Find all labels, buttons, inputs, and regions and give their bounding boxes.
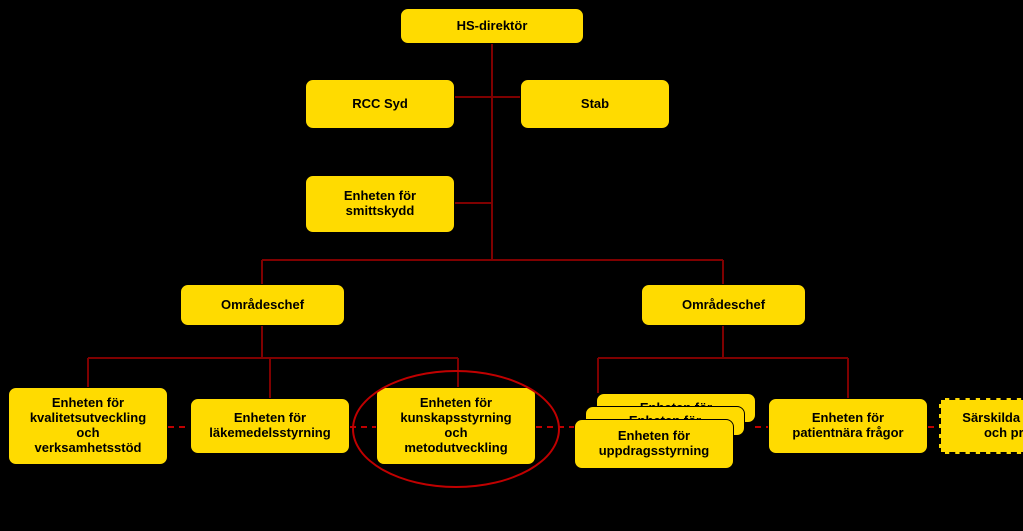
node-smittskydd: Enheten försmittskydd [305,175,455,233]
node-omrade1-label: Områdeschef [221,298,304,313]
node-smittskydd-label: Enheten försmittskydd [344,189,416,219]
node-root: HS-direktör [400,8,584,44]
node-kunskap: Enheten förkunskapsstyrningochmetodutvec… [376,387,536,465]
node-patient-label: Enheten förpatientnära frågor [792,411,903,441]
node-kvalitet-label: Enheten förkvalitetsutvecklingochverksam… [30,396,146,456]
node-omrade1: Områdeschef [180,284,345,326]
node-sarskilda: Särskilda uppdragoch projekt [939,398,1023,454]
node-stab: Stab [520,79,670,129]
node-root-label: HS-direktör [457,19,528,34]
node-lakemedel-label: Enheten förläkemedelsstyrning [209,411,330,441]
node-rcc: RCC Syd [305,79,455,129]
node-patient: Enheten förpatientnära frågor [768,398,928,454]
node-omrade2: Områdeschef [641,284,806,326]
node-uppdrag-label: Enheten föruppdragsstyrning [599,429,710,459]
node-lakemedel: Enheten förläkemedelsstyrning [190,398,350,454]
node-omrade2-label: Områdeschef [682,298,765,313]
node-rcc-label: RCC Syd [352,97,408,112]
org-chart-stage: HS-direktör RCC Syd Stab Enheten försmit… [0,0,1023,531]
node-uppdrag: Enheten föruppdragsstyrning [574,419,734,469]
node-sarskilda-label: Särskilda uppdragoch projekt [962,411,1023,441]
node-kunskap-label: Enheten förkunskapsstyrningochmetodutvec… [400,396,511,456]
node-kvalitet: Enheten förkvalitetsutvecklingochverksam… [8,387,168,465]
node-stab-label: Stab [581,97,609,112]
